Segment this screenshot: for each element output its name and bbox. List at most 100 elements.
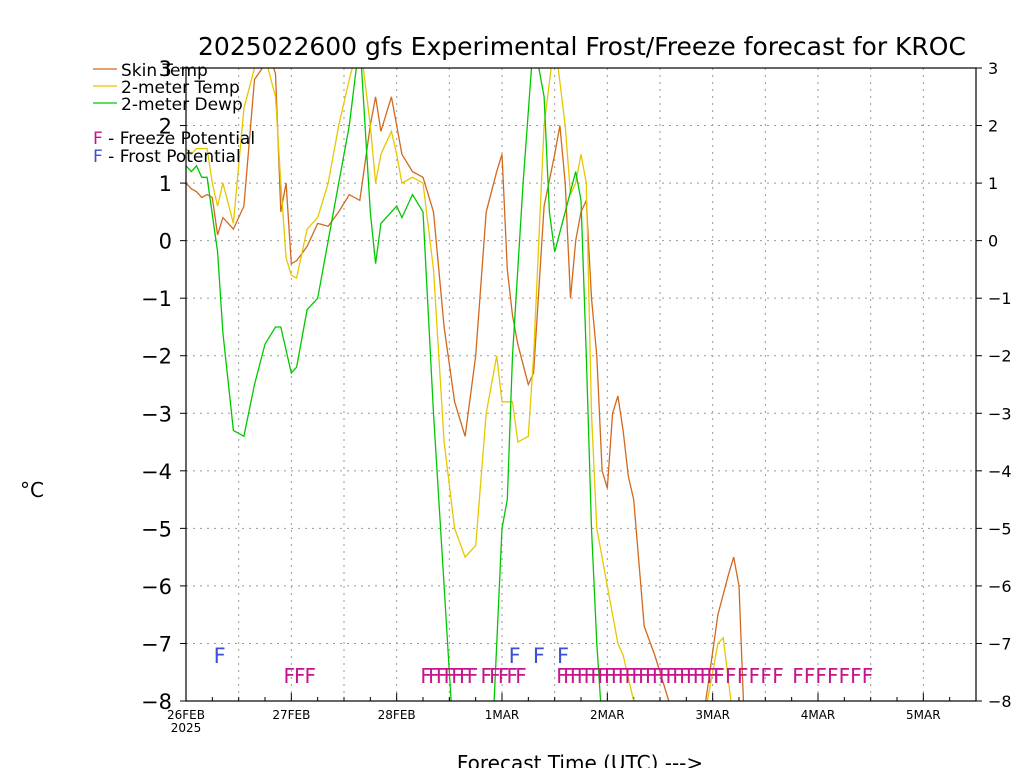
- freeze-potential-marker: F: [749, 664, 761, 688]
- frost-potential-marker: F: [557, 644, 569, 668]
- freeze-potential-marker: F: [305, 664, 317, 688]
- freeze-potential-marker: F: [480, 664, 492, 688]
- freeze-potential-marker: F: [625, 664, 637, 688]
- freeze-potential-marker: F: [665, 664, 677, 688]
- freeze-potential-marker: F: [489, 664, 501, 688]
- y-tick-label-left: −6: [141, 575, 172, 599]
- grid: [186, 68, 976, 701]
- freeze-potential-marker: F: [420, 664, 432, 688]
- freeze-potential-marker: F: [700, 664, 712, 688]
- freeze-potential-marker: F: [706, 664, 718, 688]
- freeze-potential-marker: F: [760, 664, 772, 688]
- freeze-potential-marker: F: [604, 664, 616, 688]
- y-tick-label-left: 3: [159, 57, 172, 81]
- freeze-potential-marker: F: [467, 664, 479, 688]
- freeze-potential-marker: F: [772, 664, 784, 688]
- freeze-potential-marker: F: [725, 664, 737, 688]
- freeze-potential-marker: F: [850, 664, 862, 688]
- freeze-potential-marker: F: [459, 664, 471, 688]
- freeze-potential-marker: F: [631, 664, 643, 688]
- frost-potential-marker: F: [509, 644, 521, 668]
- freeze-potential-marker: F: [659, 664, 671, 688]
- x-tick-label: 1MAR: [485, 708, 520, 722]
- x-tick-label: 2MAR: [590, 708, 625, 722]
- freeze-potential-marker: F: [862, 664, 874, 688]
- freeze-potential-marker: F: [498, 664, 510, 688]
- freeze-potential-marker: F: [436, 664, 448, 688]
- y-tick-label-left: −7: [141, 632, 172, 656]
- y-tick-label-left: −3: [141, 402, 172, 426]
- freeze-potential-marker: F: [563, 664, 575, 688]
- series-line-2-meter-dewp: [186, 68, 602, 701]
- freeze-potential-marker: F: [686, 664, 698, 688]
- y-tick-label-left: −1: [141, 287, 172, 311]
- series-line-2-meter-temp: [186, 68, 732, 701]
- freeze-potential-marker: F: [827, 664, 839, 688]
- legend-potential: F - Frost Potential: [93, 147, 241, 167]
- freeze-potential-marker: F: [815, 664, 827, 688]
- y-axis: 3 3 2 2 1 1 0 0 −1 −1 −2 −2 −3 −3 −4 −4 −5 −5 −6 −6 −7 −7 −8 −8: [141, 57, 1012, 714]
- chart-title: 2025022600 gfs Experimental Frost/Freeze…: [198, 32, 966, 61]
- legend-label: 2-meter Dewp: [121, 95, 243, 115]
- freeze-potential-marker: F: [507, 664, 519, 688]
- x-tick-label: 26FEB: [167, 708, 205, 722]
- freeze-potential-marker: F: [577, 664, 589, 688]
- legend-potential: F - Freeze Potential: [93, 129, 255, 149]
- freeze-potential-marker: F: [804, 664, 816, 688]
- freeze-potential-marker: F: [693, 664, 705, 688]
- x-tick-label: 5MAR: [906, 708, 941, 722]
- y-tick-label-left: 0: [159, 230, 172, 254]
- y-tick-label-right: 1: [988, 174, 998, 193]
- y-tick-label-right: 3: [988, 59, 998, 78]
- plot-frame: [185, 67, 977, 702]
- x-tick-label: 4MAR: [801, 708, 836, 722]
- y-tick-label-right: −6: [988, 577, 1012, 596]
- y-axis-label: °C: [20, 478, 44, 502]
- freeze-potential-marker: F: [584, 664, 596, 688]
- freeze-potential-marker: F: [515, 664, 527, 688]
- freeze-potential-marker: F: [294, 664, 306, 688]
- y-tick-label-left: −2: [141, 345, 172, 369]
- legend-label: 2-meter Temp: [121, 78, 240, 98]
- freeze-potential-marker: F: [611, 664, 623, 688]
- freeze-potential-marker: F: [679, 664, 691, 688]
- y-tick-label-right: −1: [988, 289, 1012, 308]
- y-tick-label-right: 2: [988, 117, 998, 136]
- freeze-potential-marker: F: [792, 664, 804, 688]
- y-tick-label-left: 1: [159, 172, 172, 196]
- frost-potential-marker: F: [533, 644, 545, 668]
- y-tick-label-right: −8: [988, 692, 1012, 711]
- x-axis-label: Forecast Time (UTC) --->: [457, 751, 703, 768]
- series-line-skin-temp: [186, 68, 745, 701]
- x-tick-sublabel: 2025: [171, 721, 202, 735]
- freeze-potential-marker: F: [428, 664, 440, 688]
- x-tick-label: 27FEB: [272, 708, 310, 722]
- freeze-potential-marker: F: [283, 664, 295, 688]
- y-tick-label-right: −5: [988, 519, 1012, 538]
- y-tick-label-right: −2: [988, 347, 1012, 366]
- freeze-potential-marker: F: [652, 664, 664, 688]
- legend-label: Skin Temp: [121, 61, 208, 81]
- freeze-potential-marker: F: [590, 664, 602, 688]
- y-tick-label-left: 2: [159, 115, 172, 139]
- freeze-potential-marker: F: [638, 664, 650, 688]
- frost-potential-marker: F: [214, 644, 226, 668]
- freeze-potential-marker: F: [839, 664, 851, 688]
- freeze-potential-marker: F: [451, 664, 463, 688]
- series-lines: [186, 68, 745, 701]
- freeze-potential-marker: F: [672, 664, 684, 688]
- freeze-potential-marker: F: [618, 664, 630, 688]
- y-tick-label-right: −3: [988, 404, 1012, 423]
- x-tick-label: 28FEB: [378, 708, 416, 722]
- freeze-potential-marker: F: [597, 664, 609, 688]
- freeze-potential-marker: F: [713, 664, 725, 688]
- y-tick-label-left: −4: [141, 460, 172, 484]
- freeze-potential-marker: F: [556, 664, 568, 688]
- freeze-potential-marker: F: [737, 664, 749, 688]
- y-tick-label-right: 0: [988, 232, 998, 251]
- y-tick-label-right: −7: [988, 634, 1012, 653]
